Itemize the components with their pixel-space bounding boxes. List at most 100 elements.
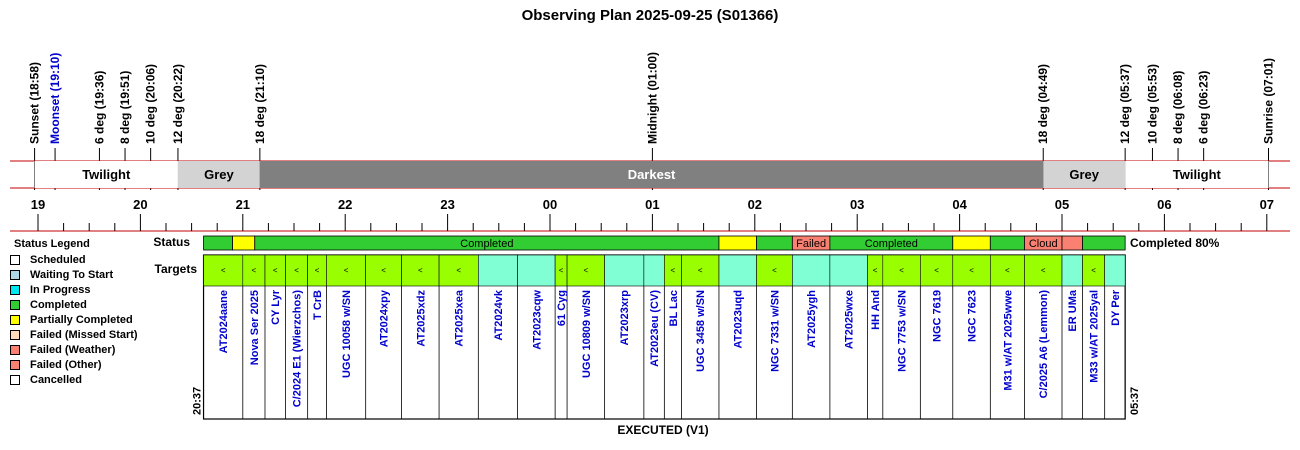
target-marker: < <box>221 266 226 275</box>
hour-axis: 19 20 21 22 23 00 01 02 03 04 05 06 07 <box>10 197 1290 232</box>
event-label: 8 deg (19:51) <box>118 71 132 144</box>
status-segment-label: Completed <box>865 238 918 250</box>
legend-swatch <box>10 374 20 385</box>
band-label: Grey <box>204 167 234 182</box>
targets-row-label: Targets <box>155 262 198 276</box>
legend-label: Failed (Missed Start) <box>30 328 138 341</box>
event-label: 6 deg (06:23) <box>1197 71 1211 144</box>
hour-tick-label: 00 <box>543 197 557 212</box>
target-name: UGC 3458 w/SN <box>695 290 707 372</box>
hour-tick-label: 01 <box>645 197 659 212</box>
target-marker: < <box>252 266 257 275</box>
target-marker: < <box>1041 266 1046 275</box>
hour-tick-label: 19 <box>31 197 45 212</box>
target-name: NGC 7619 <box>932 290 944 342</box>
legend-item: Scheduled <box>10 252 160 267</box>
target-marker: < <box>418 266 423 275</box>
target-bar <box>438 254 479 287</box>
status-segment <box>989 235 1025 251</box>
legend-item: Failed (Missed Start) <box>10 327 160 342</box>
target-name: AT2025xdz <box>415 290 427 347</box>
legend-items: Scheduled Waiting To Start In Progress Comp… <box>10 252 160 387</box>
hour-tick-label: 02 <box>748 197 762 212</box>
band-label: Darkest <box>628 167 676 182</box>
plan-start-time: 20:37 <box>192 387 204 415</box>
legend-label: Cancelled <box>30 373 82 386</box>
target-name: AT2025wxe <box>844 290 856 349</box>
target-marker: < <box>671 266 676 275</box>
legend-label: Partially Completed <box>30 313 133 326</box>
event-label: 12 deg (05:37) <box>1118 64 1132 144</box>
status-row-label: Status <box>153 235 190 249</box>
legend-label: Scheduled <box>30 253 86 266</box>
target-marker: < <box>934 266 939 275</box>
target-name: NGC 7623 <box>967 290 979 342</box>
target-marker: < <box>381 266 386 275</box>
target-bar <box>517 254 556 287</box>
target-name: Nova Ser 2025 <box>249 290 261 365</box>
target-bar <box>718 254 757 287</box>
target-marker: < <box>344 266 349 275</box>
hour-tick-label: 23 <box>440 197 454 212</box>
event-label: 10 deg (05:53) <box>1145 64 1159 144</box>
band-twilight <box>34 161 178 188</box>
target-bar <box>1104 254 1126 287</box>
event-label: Midnight (01:00) <box>645 52 659 144</box>
hour-tick-label: 21 <box>236 197 250 212</box>
target-bar <box>792 254 831 287</box>
hour-tick-label: 20 <box>133 197 147 212</box>
target-marker: < <box>873 266 878 275</box>
target-bar <box>566 254 605 287</box>
target-marker: < <box>899 266 904 275</box>
legend-swatch <box>10 329 20 340</box>
band-twilight <box>1125 161 1269 188</box>
plan-end-time: 05:37 <box>1129 387 1141 415</box>
target-name: AT2025xea <box>454 289 466 347</box>
hour-tick-label: 04 <box>952 197 967 212</box>
target-name: CY Lyr <box>270 289 282 325</box>
target-name: UGC 10809 w/SN <box>581 290 593 378</box>
legend-swatch <box>10 344 20 355</box>
hour-tick-label: 22 <box>338 197 352 212</box>
legend-item: Cancelled <box>10 372 160 387</box>
target-name: HH And <box>870 290 882 330</box>
legend-swatch <box>10 254 20 265</box>
event-label: 18 deg (04:49) <box>1036 64 1050 144</box>
target-name: M33 w/AT 2025yal <box>1089 290 1101 383</box>
legend-swatch <box>10 359 20 370</box>
target-name: NGC 7753 w/SN <box>897 290 909 372</box>
chart-title: Observing Plan 2025-09-25 (S01366) <box>522 7 779 24</box>
target-name: M31 w/AT 2025wwe <box>1002 290 1014 391</box>
target-name: C/2024 E1 (Wierzchos) <box>292 290 304 408</box>
target-name: AT2024vk <box>493 289 505 340</box>
status-row: Status Completed Failed Completed Cloud Compl… <box>153 235 1220 251</box>
event-label: 8 deg (06:08) <box>1171 71 1185 144</box>
event-label: 12 deg (20:22) <box>171 64 185 144</box>
band-darkest <box>259 161 1044 188</box>
event-label: Sunset (18:58) <box>28 62 42 144</box>
completion-summary: Completed 80% <box>1130 236 1220 250</box>
target-bar <box>920 254 954 287</box>
target-name: AT2023xrp <box>619 290 631 346</box>
target-name: AT2024aane <box>218 290 230 353</box>
legend-label: Waiting To Start <box>30 268 114 281</box>
legend-item: In Progress <box>10 282 160 297</box>
status-segment <box>718 235 757 251</box>
legend-label: Completed <box>30 298 87 311</box>
legend-label: Failed (Weather) <box>30 343 116 356</box>
target-bar <box>756 254 793 287</box>
target-bar <box>1061 254 1083 287</box>
band-label: Twilight <box>1173 167 1222 182</box>
target-name: AT2023uqd <box>733 290 745 348</box>
hour-tick-label: 03 <box>850 197 864 212</box>
target-marker: < <box>698 266 703 275</box>
target-marker: < <box>456 266 461 275</box>
target-marker: < <box>294 266 299 275</box>
target-name: AT2024xpy <box>379 289 391 347</box>
hour-tick-label: 07 <box>1260 197 1274 212</box>
legend-item: Waiting To Start <box>10 267 160 282</box>
status-segment <box>756 235 793 251</box>
status-segment-label: Failed <box>796 238 826 250</box>
target-bar <box>326 254 366 287</box>
